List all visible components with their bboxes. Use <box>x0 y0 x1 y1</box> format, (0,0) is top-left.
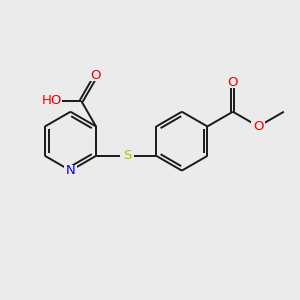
Bar <box>251 121 265 132</box>
Bar <box>42 96 62 106</box>
Bar <box>89 70 103 81</box>
Text: N: N <box>66 164 75 177</box>
Bar <box>120 151 134 161</box>
Text: O: O <box>253 120 264 133</box>
Bar <box>226 77 240 88</box>
Bar <box>64 165 77 176</box>
Text: HO: HO <box>42 94 62 107</box>
Text: O: O <box>91 69 101 82</box>
Text: O: O <box>228 76 238 89</box>
Text: S: S <box>123 149 131 162</box>
